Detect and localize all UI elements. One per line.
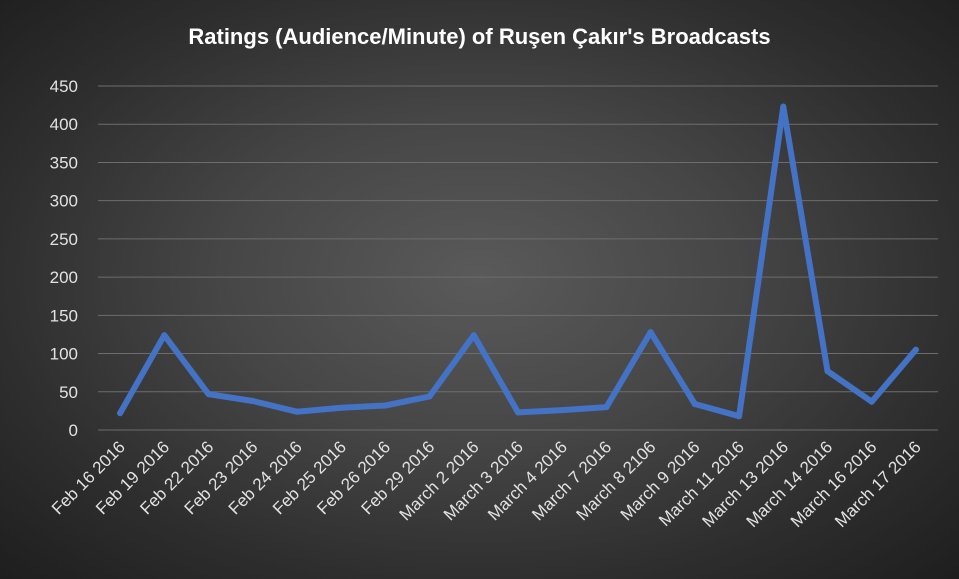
data-point <box>515 409 521 416</box>
y-tick-label: 0 <box>69 421 78 440</box>
y-tick-label: 100 <box>50 345 78 364</box>
series-layer <box>117 103 919 420</box>
y-tick-label: 400 <box>50 115 78 134</box>
data-point <box>205 391 212 398</box>
gridlines <box>98 85 938 431</box>
data-point <box>426 393 433 400</box>
data-point <box>382 402 389 409</box>
y-tick-label: 350 <box>50 153 78 172</box>
data-point <box>559 407 566 414</box>
data-point <box>824 368 831 375</box>
data-point <box>647 329 654 336</box>
y-tick-label: 300 <box>50 192 78 211</box>
data-point <box>603 404 610 411</box>
data-point <box>338 404 345 411</box>
y-tick-label: 200 <box>50 268 78 287</box>
y-axis-ticks: 0 50 100 150 200 250 300 350 400 450 <box>50 77 78 440</box>
y-tick-label: 250 <box>50 230 78 249</box>
data-point <box>780 103 787 110</box>
y-tick-label: 50 <box>59 383 78 402</box>
y-tick-label: 150 <box>50 306 78 325</box>
data-point <box>912 346 919 353</box>
chart-title: Ratings (Audience/Minute) of Ruşen Çakır… <box>188 24 771 49</box>
data-point <box>117 410 124 417</box>
series-line-0 <box>117 103 919 420</box>
y-tick-label: 450 <box>50 77 78 96</box>
data-point <box>293 408 300 415</box>
data-point <box>470 332 477 339</box>
data-point <box>868 398 875 405</box>
data-point <box>736 413 743 420</box>
data-point <box>161 332 168 339</box>
data-point <box>691 401 698 408</box>
data-point <box>249 397 256 404</box>
